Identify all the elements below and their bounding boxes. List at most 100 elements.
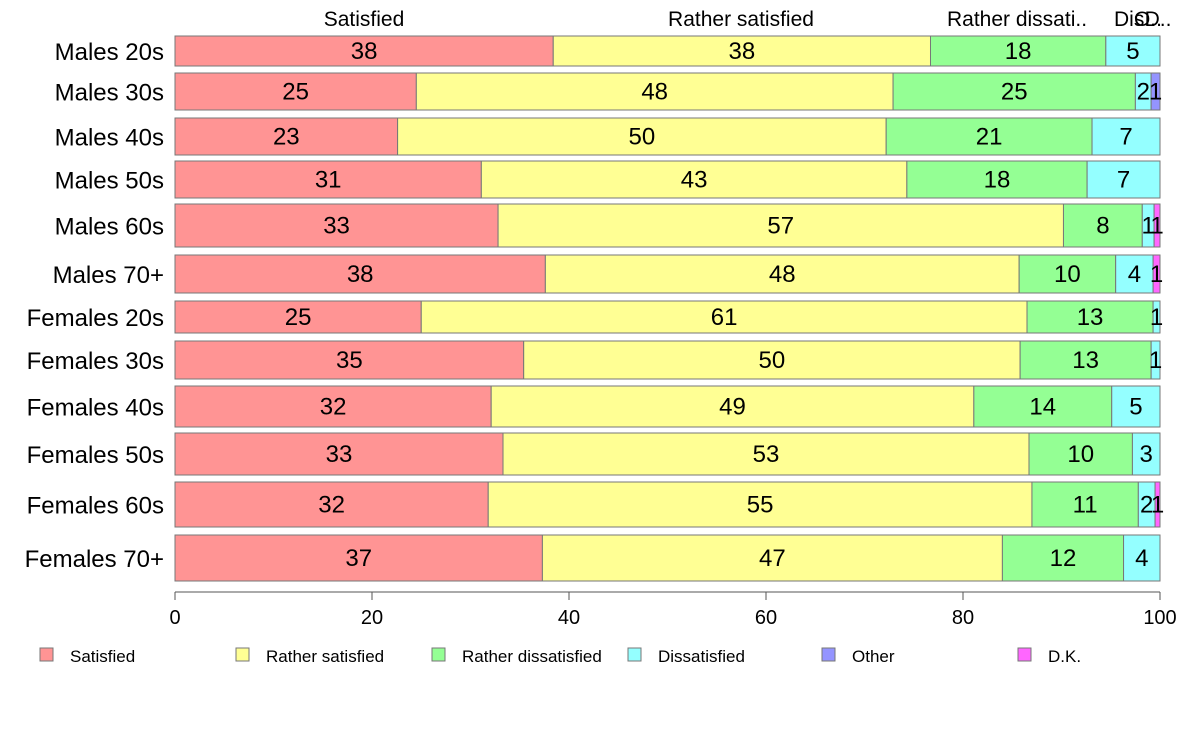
x-tick-label-0: 0 xyxy=(169,607,180,629)
bar-segment-males-70-rather-satisfied xyxy=(544,254,1020,294)
data-label-males-60s-rather-satisfied: 57 xyxy=(767,213,794,240)
data-label-females-60s-dissatisfied: 2 xyxy=(1140,492,1153,519)
data-label-males-60s-satisfied: 33 xyxy=(323,213,350,240)
category-label-males-70: Males 70+ xyxy=(53,262,164,289)
category-label-males-50s: Males 50s xyxy=(55,168,164,195)
data-label-females-50s-rather-dissatisfied: 10 xyxy=(1067,441,1094,468)
data-label-females-20s-dissatisfied: 1 xyxy=(1150,304,1163,331)
legend: Satisfied Rather satisfied Rather dissatis… xyxy=(39,647,1081,666)
data-label-males-30s-satisfied: 25 xyxy=(282,79,309,106)
top-label-rather-dissatisfied: Rather dissati.. xyxy=(947,8,1087,31)
bar-segment-males-20s-satisfied xyxy=(174,35,554,67)
data-label-males-50s-rather-satisfied: 43 xyxy=(681,167,708,194)
legend-label-satisfied: Satisfied xyxy=(70,647,135,666)
category-label-females-30s: Females 30s xyxy=(27,348,164,375)
bar-segment-females-30s-rather-satisfied xyxy=(523,340,1021,380)
bar-segment-females-50s-rather-dissatisfied xyxy=(1028,432,1133,476)
category-label-males-60s: Males 60s xyxy=(55,214,164,241)
data-label-males-20s-dissatisfied: 5 xyxy=(1126,38,1139,65)
bar-segment-males-50s-satisfied xyxy=(174,160,482,199)
data-label-males-50s-rather-dissatisfied: 18 xyxy=(984,167,1011,194)
bar-segment-males-40s-rather-satisfied xyxy=(397,117,887,156)
legend-swatch-satisfied xyxy=(39,647,54,662)
legend-swatch-rather-satisfied xyxy=(235,647,250,662)
data-label-females-30s-rather-satisfied: 50 xyxy=(759,347,786,374)
bar-segment-females-40s-rather-satisfied xyxy=(490,385,975,428)
category-label-females-40s: Females 40s xyxy=(27,395,164,422)
legend-label-rather-dissatisfied: Rather dissatisfied xyxy=(462,647,602,666)
data-label-males-70-dissatisfied: 4 xyxy=(1128,261,1141,288)
data-label-females-20s-rather-dissatisfied: 13 xyxy=(1077,304,1104,331)
category-labels: Males 20s Males 30s Males 40s Males 50s Male… xyxy=(25,39,164,573)
bar-segment-females-20s-rather-satisfied xyxy=(420,300,1028,334)
data-label-males-60s-d-k: 1 xyxy=(1150,213,1163,240)
bar-segment-females-20s-dissatisfied xyxy=(1152,300,1161,334)
data-label-males-70-rather-dissatisfied: 10 xyxy=(1054,261,1081,288)
bar-segment-males-60s-satisfied xyxy=(174,203,499,248)
bar-segment-males-20s-rather-satisfied xyxy=(552,35,931,67)
bar-segment-females-40s-rather-dissatisfied xyxy=(973,385,1113,428)
bar-segment-females-30s-rather-dissatisfied xyxy=(1019,340,1152,380)
bar-segment-females-30s-satisfied xyxy=(174,340,525,380)
data-label-males-50s-satisfied: 31 xyxy=(315,167,342,194)
bar-segment-males-40s-satisfied xyxy=(174,117,399,156)
category-label-males-30s: Males 30s xyxy=(55,80,164,107)
data-label-males-70-satisfied: 38 xyxy=(347,261,374,288)
bar-segment-males-30s-other xyxy=(1150,72,1161,111)
bar-segment-females-40s-dissatisfied xyxy=(1111,385,1161,428)
data-label-males-60s-rather-dissatisfied: 8 xyxy=(1096,213,1109,240)
bar-segment-males-50s-dissatisfied xyxy=(1086,160,1161,199)
data-label-males-70-d-k: 1 xyxy=(1150,261,1163,288)
data-label-females-40s-dissatisfied: 5 xyxy=(1129,394,1142,421)
data-label-females-20s-satisfied: 25 xyxy=(285,304,312,331)
legend-swatch-dissatisfied xyxy=(627,647,642,662)
bar-segment-females-70-dissatisfied xyxy=(1123,534,1161,582)
data-label-females-70-dissatisfied: 4 xyxy=(1135,545,1148,572)
data-label-males-40s-rather-dissatisfied: 21 xyxy=(976,124,1003,151)
data-label-females-30s-rather-dissatisfied: 13 xyxy=(1072,347,1099,374)
data-label-males-30s-rather-dissatisfied: 25 xyxy=(1001,79,1028,106)
bar-segment-females-70-rather-dissatisfied xyxy=(1001,534,1125,582)
data-label-females-30s-dissatisfied: 1 xyxy=(1149,347,1162,374)
bar-segment-males-30s-rather-satisfied xyxy=(415,72,894,111)
top-label-rather-satisfied: Rather satisfied xyxy=(668,8,814,31)
top-label-dissatisfied: Dis.. xyxy=(1114,8,1156,31)
bar-segment-females-60s-d-k xyxy=(1154,481,1161,528)
data-label-females-70-rather-satisfied: 47 xyxy=(759,545,786,572)
bar-segment-females-50s-dissatisfied xyxy=(1131,432,1161,476)
data-label-females-70-satisfied: 37 xyxy=(345,545,372,572)
bar-segment-males-70-rather-dissatisfied xyxy=(1018,254,1117,294)
legend-label-rather-satisfied: Rather satisfied xyxy=(266,647,384,666)
data-label-females-50s-dissatisfied: 3 xyxy=(1140,441,1153,468)
top-labels: Satisfied Rather satisfied Rather dissati.… xyxy=(324,8,1172,31)
bar-segment-males-40s-rather-dissatisfied xyxy=(885,117,1093,156)
legend-swatch-rather-dissatisfied xyxy=(431,647,446,662)
data-label-females-40s-rather-satisfied: 49 xyxy=(719,394,746,421)
x-tick-label-20: 20 xyxy=(361,607,383,629)
data-label-males-20s-rather-satisfied: 38 xyxy=(729,38,756,65)
data-label-males-30s-dissatisfied: 2 xyxy=(1137,79,1150,106)
top-label-satisfied: Satisfied xyxy=(324,8,405,31)
data-label-males-50s-dissatisfied: 7 xyxy=(1117,167,1130,194)
data-label-males-70-rather-satisfied: 48 xyxy=(769,261,796,288)
x-axis: 0 20 40 60 80 100 xyxy=(169,591,1177,629)
category-label-females-60s: Females 60s xyxy=(27,493,164,520)
data-label-males-40s-rather-satisfied: 50 xyxy=(629,124,656,151)
data-label-females-60s-rather-satisfied: 55 xyxy=(747,492,774,519)
legend-swatch-other xyxy=(821,647,836,662)
bar-segment-males-70-satisfied xyxy=(174,254,546,294)
bar-segment-males-60s-d-k xyxy=(1153,203,1161,248)
bar-segment-males-20s-rather-dissatisfied xyxy=(929,35,1107,67)
category-label-females-20s: Females 20s xyxy=(27,305,164,332)
legend-swatch-d-k xyxy=(1017,647,1032,662)
bar-segment-males-70-dissatisfied xyxy=(1115,254,1154,294)
category-label-females-50s: Females 50s xyxy=(27,442,164,469)
data-label-males-60s-dissatisfied: 1 xyxy=(1142,213,1155,240)
data-label-females-40s-satisfied: 32 xyxy=(320,394,347,421)
data-label-males-30s-rather-satisfied: 48 xyxy=(641,79,668,106)
bar-segment-females-20s-rather-dissatisfied xyxy=(1026,300,1154,334)
x-tick-label-60: 60 xyxy=(755,607,777,629)
bar-segment-males-60s-rather-satisfied xyxy=(497,203,1064,248)
